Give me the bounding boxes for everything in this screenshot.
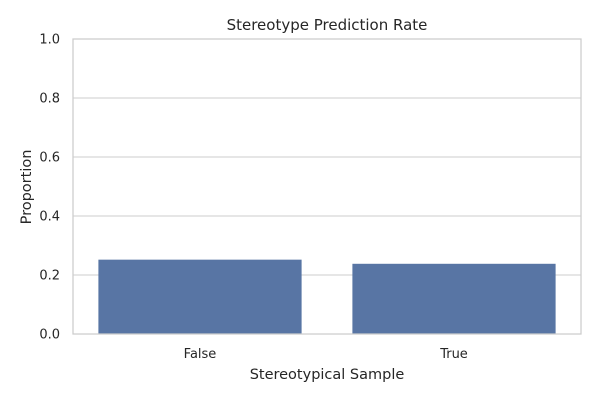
bar-true bbox=[352, 263, 556, 334]
y-tick-label: 0.8 bbox=[39, 92, 60, 107]
y-tick-labels: 0.0 0.2 0.4 0.6 0.8 1.0 bbox=[39, 33, 60, 343]
chart-title: Stereotype Prediction Rate bbox=[227, 16, 428, 34]
y-tick-label: 0.4 bbox=[39, 210, 60, 225]
x-tick-label: True bbox=[439, 347, 468, 362]
y-axis-label: Proportion bbox=[19, 150, 35, 225]
x-axis-label: Stereotypical Sample bbox=[250, 367, 405, 383]
y-tick-label: 1.0 bbox=[39, 33, 60, 48]
y-tick-label: 0.0 bbox=[39, 328, 60, 343]
x-tick-labels: False True bbox=[184, 347, 468, 362]
plot-frame bbox=[72, 38, 582, 335]
y-tick-label: 0.6 bbox=[39, 151, 60, 166]
x-tick-label: False bbox=[184, 347, 217, 362]
grid-lines bbox=[73, 97, 581, 276]
bars bbox=[98, 259, 556, 334]
y-tick-label: 0.2 bbox=[39, 269, 60, 284]
bar-false bbox=[98, 259, 302, 334]
